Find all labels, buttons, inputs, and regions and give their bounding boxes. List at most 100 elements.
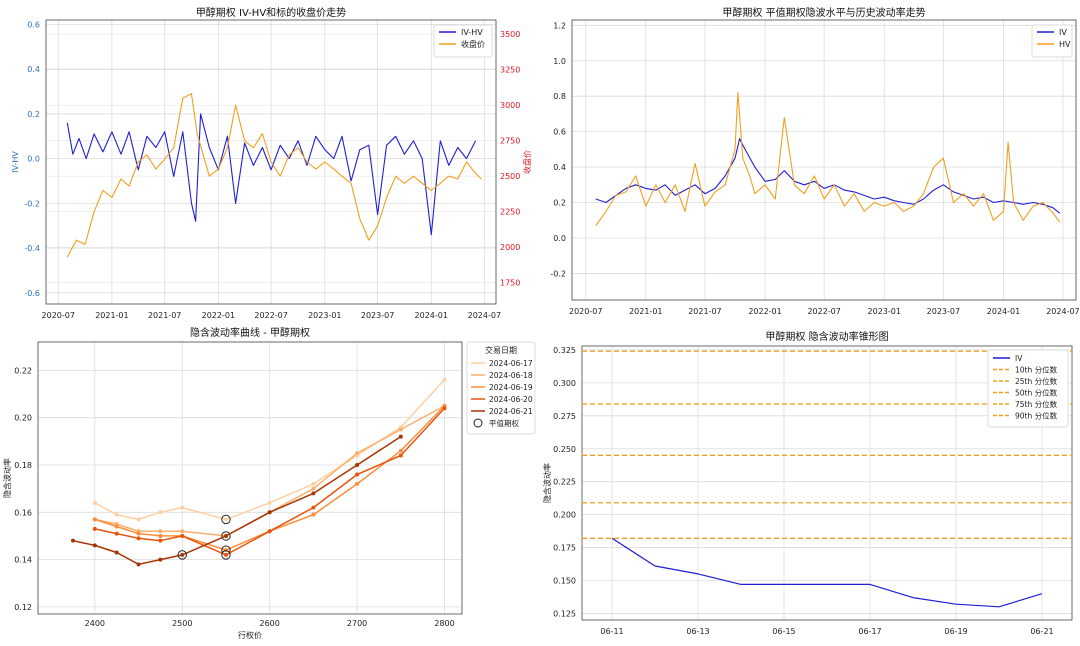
atm-marker [221, 531, 231, 541]
legend-label: IV [1059, 28, 1067, 37]
y-tick-label: 1.2 [553, 21, 566, 30]
x-tick-label: 2022-01 [748, 307, 781, 316]
x-tick-label: 2024-07 [468, 311, 501, 320]
x-tick-label: 2023-07 [361, 311, 394, 320]
y-tick-label: -0.2 [550, 269, 566, 278]
x-tick-label: 2700 [347, 619, 367, 628]
legend-label: 2024-06-21 [489, 407, 533, 416]
data-point [158, 529, 163, 534]
y-tick-label: 0.200 [553, 511, 576, 520]
data-point [114, 531, 119, 536]
y2-tick-label: 2000 [500, 243, 520, 252]
data-point [158, 510, 163, 515]
data-point [398, 448, 403, 453]
y2-tick-label: 2500 [500, 172, 520, 181]
y-axis-label: 隐含波动率 [2, 458, 12, 498]
legend-label: 2024-06-17 [489, 359, 533, 368]
series-line [611, 537, 1043, 608]
data-point [355, 462, 360, 467]
plot-frame [45, 19, 497, 305]
x-tick-label: 06-13 [686, 627, 709, 636]
x-tick-label: 2024-07 [1046, 307, 1079, 316]
data-point [136, 562, 141, 567]
chart-title: 甲醇期权 IV-HV和标的收盘价走势 [196, 6, 346, 19]
legend-label: 90th 分位数 [1015, 411, 1058, 421]
y-tick-label: 0.0 [27, 155, 40, 164]
x-tick-label: 2020-07 [569, 307, 602, 316]
data-point [92, 526, 97, 531]
y2-axis-label: 收盘价 [522, 150, 532, 174]
chart-iv-smile: 2400 2500 2600 2700 2800 0.12 0.14 0.16 0.18 0.20… [2, 326, 536, 640]
y-tick-label: 0.325 [553, 346, 576, 355]
data-point [158, 538, 163, 543]
data-point [114, 550, 119, 555]
y-tick-label: 0.4 [27, 65, 40, 74]
data-point [223, 533, 228, 538]
data-point [442, 406, 447, 411]
plot-frame [581, 345, 1073, 621]
y-tick-label: 0.6 [27, 20, 40, 29]
x-tick-label: 2400 [85, 619, 105, 628]
data-point [158, 557, 163, 562]
y-tick-label: 0.150 [553, 576, 576, 585]
y-tick-label: 0.16 [14, 508, 32, 517]
legend-label: 2024-06-18 [489, 371, 533, 380]
data-point [311, 481, 316, 486]
chart-title: 隐含波动率曲线 - 甲醇期权 [190, 326, 310, 339]
x-tick-label: 2024-01 [415, 311, 448, 320]
y-tick-label: 0.6 [553, 128, 566, 137]
y-tick-label: -0.4 [24, 244, 40, 253]
data-point [267, 500, 272, 505]
series-line [595, 138, 1061, 214]
legend-label: 收盘价 [461, 39, 485, 49]
data-point [180, 533, 185, 538]
data-point [180, 529, 185, 534]
y-tick-label: 0.18 [14, 461, 32, 470]
x-tick-label: 06-15 [772, 627, 795, 636]
y2-tick-label: 3000 [500, 101, 520, 110]
y2-tick-label: 3500 [500, 30, 520, 39]
x-tick-label: 2022-07 [807, 307, 840, 316]
legend-box [1031, 24, 1073, 58]
atm-marker [221, 514, 231, 525]
y-axis-label: IV-HV [11, 151, 20, 173]
chart-atm-iv-hv: 2020-07 2021-01 2021-07 2022-01 2022-07 2023-… [550, 6, 1079, 316]
data-point [355, 481, 360, 486]
legend-label: IV [1015, 354, 1023, 363]
x-tick-label: 2800 [434, 619, 454, 628]
x-tick-label: 2021-07 [148, 311, 181, 320]
y-tick-label: -0.2 [24, 199, 40, 208]
plot-bg [38, 342, 462, 614]
y-tick-label: 0.14 [14, 556, 32, 565]
data-point [398, 427, 403, 432]
data-point [355, 451, 360, 456]
atm-marker [221, 550, 231, 560]
x-tick-label: 2023-01 [308, 311, 341, 320]
x-tick-label: 06-21 [1030, 627, 1053, 636]
data-point [398, 434, 403, 439]
y-tick-label: 0.8 [553, 92, 566, 101]
data-point [180, 552, 185, 557]
y2-tick-label: 3250 [500, 66, 520, 75]
data-point [311, 491, 316, 496]
legend-atm-marker [473, 418, 483, 428]
x-tick-label: 2020-07 [42, 311, 75, 320]
data-point [136, 536, 141, 541]
x-tick-label: 06-11 [600, 627, 623, 636]
plot-frame [571, 19, 1077, 301]
series-line [595, 92, 1061, 226]
y-tick-label: 0.275 [553, 412, 576, 421]
data-point [114, 512, 119, 517]
y-tick-label: 0.4 [553, 163, 566, 172]
y2-tick-label: 2250 [500, 208, 520, 217]
legend-label: 75th 分位数 [1015, 399, 1058, 409]
data-point [158, 533, 163, 538]
y-tick-label: 0.22 [14, 366, 32, 375]
y2-tick-label: 1750 [500, 279, 520, 288]
x-tick-label: 2022-07 [254, 311, 287, 320]
data-point [355, 472, 360, 477]
x-tick-label: 06-17 [858, 627, 881, 636]
chart-iv-hv-close: 2020-07 2021-01 2021-07 2022-01 2022-07 2023-… [11, 6, 532, 320]
data-point [311, 486, 316, 491]
y-tick-label: -0.6 [24, 289, 40, 298]
